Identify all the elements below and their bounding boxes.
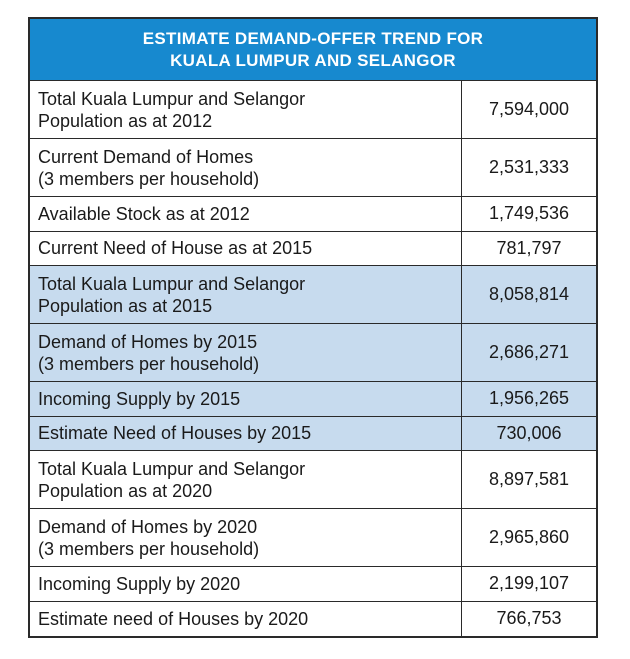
row-label-line-2: (3 members per household) — [38, 353, 260, 374]
row-value: 1,749,536 — [488, 203, 570, 224]
row-label: Estimate need of Houses by 2020 — [30, 601, 462, 636]
table-title-line-2: KUALA LUMPUR AND SELANGOR — [170, 50, 456, 70]
table-header: ESTIMATE DEMAND-OFFER TREND FOR KUALA LU… — [30, 19, 596, 81]
row-label: Available Stock as at 2012 — [30, 197, 462, 231]
row-value: 766,753 — [496, 608, 562, 629]
row-label: Total Kuala Lumpur and Selangor Populatio… — [30, 81, 462, 138]
row-value: 1,956,265 — [488, 388, 570, 409]
row-label-line-1: Total Kuala Lumpur and Selangor — [38, 273, 306, 294]
table-row: Demand of Homes by 2015 (3 members per ho… — [30, 324, 596, 382]
row-label: Estimate Need of Houses by 2015 — [30, 416, 462, 450]
row-label-line-1: Demand of Homes by 2020 — [38, 516, 258, 537]
row-label-line-1: Demand of Homes by 2015 — [38, 331, 258, 352]
row-label: Demand of Homes by 2020 (3 members per ho… — [30, 509, 462, 566]
row-label-line-2: (3 members per household) — [38, 538, 260, 559]
row-label-line-2: Population as at 2020 — [38, 480, 213, 501]
row-value: 7,594,000 — [488, 99, 570, 119]
table-row: Current Need of House as at 2015 781,797 — [30, 231, 596, 266]
row-label-line-1: Total Kuala Lumpur and Selangor — [38, 458, 306, 479]
row-value: 2,686,271 — [488, 342, 570, 362]
table-row: Estimate Need of Houses by 2015 730,006 — [30, 416, 596, 451]
row-label-line-2: (3 members per household) — [38, 168, 260, 189]
table-body: Total Kuala Lumpur and Selangor Populatio… — [30, 81, 596, 636]
table-row: Total Kuala Lumpur and Selangor Populatio… — [30, 451, 596, 509]
row-label-line-1: Available Stock as at 2012 — [38, 203, 250, 224]
row-label-line-1: Total Kuala Lumpur and Selangor — [38, 88, 306, 109]
row-label-line-2: Population as at 2015 — [38, 295, 213, 316]
row-label-line-1: Estimate need of Houses by 2020 — [38, 608, 309, 629]
row-label: Total Kuala Lumpur and Selangor Populatio… — [30, 451, 462, 508]
table-row: Incoming Supply by 2020 2,199,107 — [30, 567, 596, 602]
row-label-line-1: Incoming Supply by 2020 — [38, 573, 241, 594]
table-row: Total Kuala Lumpur and Selangor Populatio… — [30, 266, 596, 324]
row-value: 2,965,860 — [488, 527, 570, 547]
row-value: 2,531,333 — [488, 157, 570, 177]
row-label: Current Demand of Homes (3 members per ho… — [30, 139, 462, 196]
row-label-line-1: Current Need of House as at 2015 — [38, 238, 313, 259]
table-row: Incoming Supply by 2015 1,956,265 — [30, 382, 596, 417]
row-label-line-1: Incoming Supply by 2015 — [38, 388, 241, 409]
row-value: 730,006 — [496, 422, 562, 443]
table-row: Current Demand of Homes (3 members per ho… — [30, 139, 596, 197]
row-label: Demand of Homes by 2015 (3 members per ho… — [30, 324, 462, 381]
row-label-line-1: Estimate Need of Houses by 2015 — [38, 423, 312, 444]
row-value: 781,797 — [496, 237, 562, 258]
row-label-line-2: Population as at 2012 — [38, 110, 213, 131]
row-label-line-1: Current Demand of Homes — [38, 146, 254, 167]
table-title-line-1: ESTIMATE DEMAND-OFFER TREND FOR — [142, 28, 484, 48]
row-label: Current Need of House as at 2015 — [30, 231, 462, 265]
row-label: Incoming Supply by 2015 — [30, 382, 462, 416]
row-value: 8,058,814 — [488, 284, 570, 304]
table-row: Available Stock as at 2012 1,749,536 — [30, 197, 596, 232]
table-row: Estimate need of Houses by 2020 766,753 — [30, 601, 596, 636]
demand-offer-table: ESTIMATE DEMAND-OFFER TREND FOR KUALA LU… — [28, 17, 598, 638]
row-label: Incoming Supply by 2020 — [30, 567, 462, 601]
row-value: 8,897,581 — [488, 469, 570, 489]
table-row: Total Kuala Lumpur and Selangor Populatio… — [30, 81, 596, 139]
row-value: 2,199,107 — [488, 573, 570, 594]
row-label: Total Kuala Lumpur and Selangor Populatio… — [30, 266, 462, 323]
table-row: Demand of Homes by 2020 (3 members per ho… — [30, 509, 596, 567]
